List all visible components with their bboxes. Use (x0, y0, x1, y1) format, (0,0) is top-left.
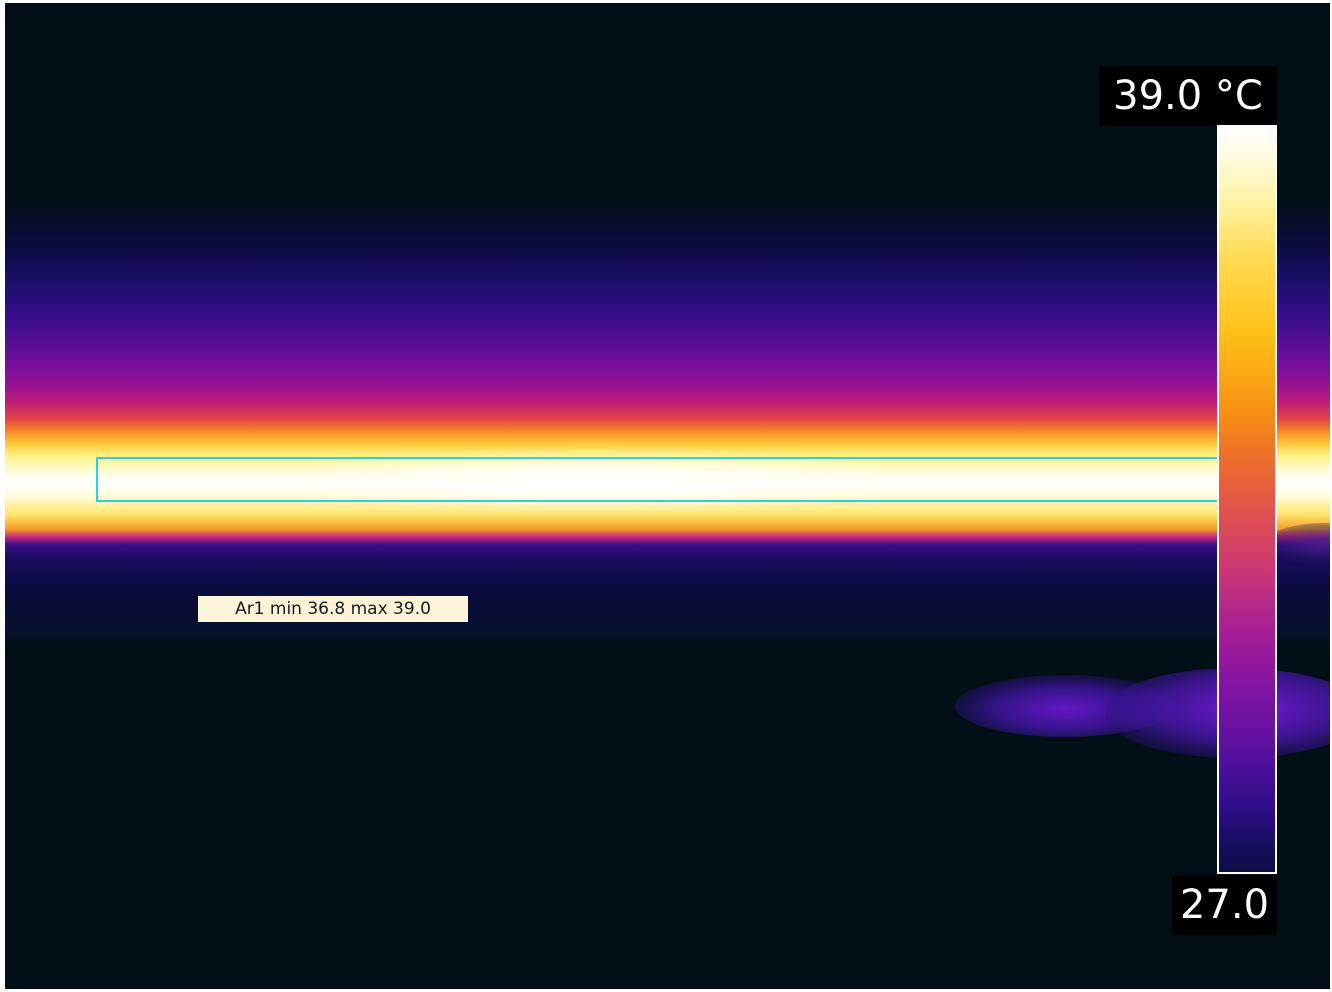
measurement-area-ar1[interactable] (96, 457, 1274, 502)
hot-band-core (5, 3, 1330, 989)
scale-min-label: 27.0 (1172, 875, 1277, 935)
temperature-scale-bar (1217, 125, 1277, 874)
thermal-image: Ar1 min 36.8 max 39.0 39.0 °C 27.0 (5, 3, 1330, 989)
scale-max-label: 39.0 °C (1099, 66, 1277, 126)
measurement-label: Ar1 min 36.8 max 39.0 (198, 596, 468, 622)
